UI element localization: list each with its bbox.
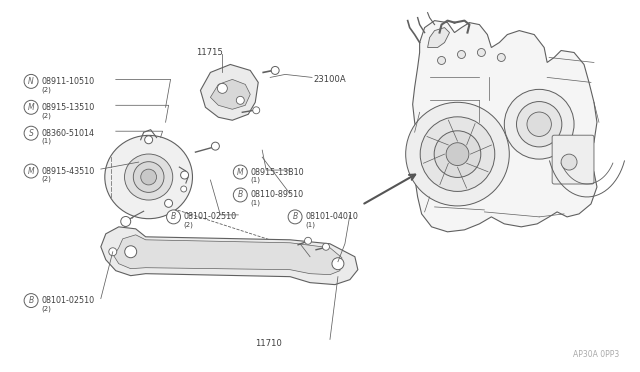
Circle shape: [24, 100, 38, 114]
Circle shape: [406, 102, 509, 206]
Polygon shape: [428, 28, 449, 48]
Circle shape: [305, 237, 312, 244]
Circle shape: [211, 142, 220, 150]
Text: 08101-02510: 08101-02510: [41, 296, 94, 305]
Circle shape: [166, 210, 180, 224]
Circle shape: [218, 83, 227, 93]
Circle shape: [145, 136, 152, 144]
Text: 11710A: 11710A: [230, 254, 263, 263]
Circle shape: [332, 258, 344, 270]
Circle shape: [504, 89, 574, 159]
Polygon shape: [211, 79, 250, 109]
Text: 08915-13510: 08915-13510: [41, 103, 94, 112]
Text: (2): (2): [41, 86, 51, 93]
Circle shape: [271, 67, 279, 74]
Circle shape: [477, 48, 485, 57]
Ellipse shape: [125, 154, 173, 200]
Circle shape: [236, 96, 244, 104]
Circle shape: [24, 294, 38, 308]
Circle shape: [234, 188, 247, 202]
Circle shape: [288, 210, 302, 224]
Circle shape: [446, 143, 469, 166]
Circle shape: [125, 246, 137, 258]
Text: 08110-89510: 08110-89510: [250, 190, 303, 199]
Circle shape: [24, 126, 38, 140]
Text: 08101-02510: 08101-02510: [184, 212, 237, 221]
Circle shape: [164, 199, 173, 207]
Text: M: M: [28, 167, 35, 176]
Text: 08911-10510: 08911-10510: [41, 77, 94, 86]
Text: (2): (2): [41, 112, 51, 119]
Circle shape: [458, 51, 465, 58]
Text: B: B: [171, 212, 176, 221]
Text: 08360-51014: 08360-51014: [41, 129, 94, 138]
Text: S: S: [29, 129, 33, 138]
Circle shape: [133, 162, 164, 192]
Text: AP30A 0PP3: AP30A 0PP3: [573, 350, 619, 359]
Text: 11715: 11715: [196, 48, 223, 57]
Text: (2): (2): [41, 176, 51, 182]
Text: (1): (1): [41, 138, 51, 144]
Text: 11710: 11710: [255, 339, 282, 348]
Text: (2): (2): [184, 222, 193, 228]
Text: B: B: [292, 212, 298, 221]
Text: M: M: [237, 167, 244, 177]
Circle shape: [516, 102, 562, 147]
Polygon shape: [101, 227, 358, 285]
Circle shape: [180, 186, 187, 192]
Text: B: B: [237, 190, 243, 199]
Circle shape: [234, 165, 247, 179]
Text: M: M: [28, 103, 35, 112]
Circle shape: [24, 164, 38, 178]
Circle shape: [24, 74, 38, 89]
Circle shape: [420, 117, 495, 192]
Polygon shape: [413, 20, 597, 232]
Circle shape: [121, 217, 131, 227]
Circle shape: [180, 171, 189, 179]
Text: 23100A: 23100A: [313, 75, 346, 84]
Text: (1): (1): [250, 177, 260, 183]
Circle shape: [527, 112, 552, 137]
Text: (1): (1): [305, 222, 315, 228]
Circle shape: [497, 54, 506, 61]
Text: 08915-43510: 08915-43510: [41, 167, 94, 176]
Circle shape: [253, 107, 260, 114]
Text: N: N: [28, 77, 34, 86]
Text: B: B: [28, 296, 34, 305]
Circle shape: [109, 248, 116, 256]
Circle shape: [434, 131, 481, 177]
Polygon shape: [200, 64, 258, 120]
Circle shape: [561, 154, 577, 170]
Polygon shape: [114, 235, 342, 275]
Text: (1): (1): [250, 200, 260, 206]
Text: 08915-13B10: 08915-13B10: [250, 167, 304, 177]
Text: 08101-04010: 08101-04010: [305, 212, 358, 221]
Ellipse shape: [105, 135, 193, 219]
Circle shape: [141, 169, 157, 185]
FancyBboxPatch shape: [552, 135, 594, 184]
Text: (2): (2): [41, 305, 51, 312]
Circle shape: [438, 57, 445, 64]
Circle shape: [323, 243, 330, 250]
